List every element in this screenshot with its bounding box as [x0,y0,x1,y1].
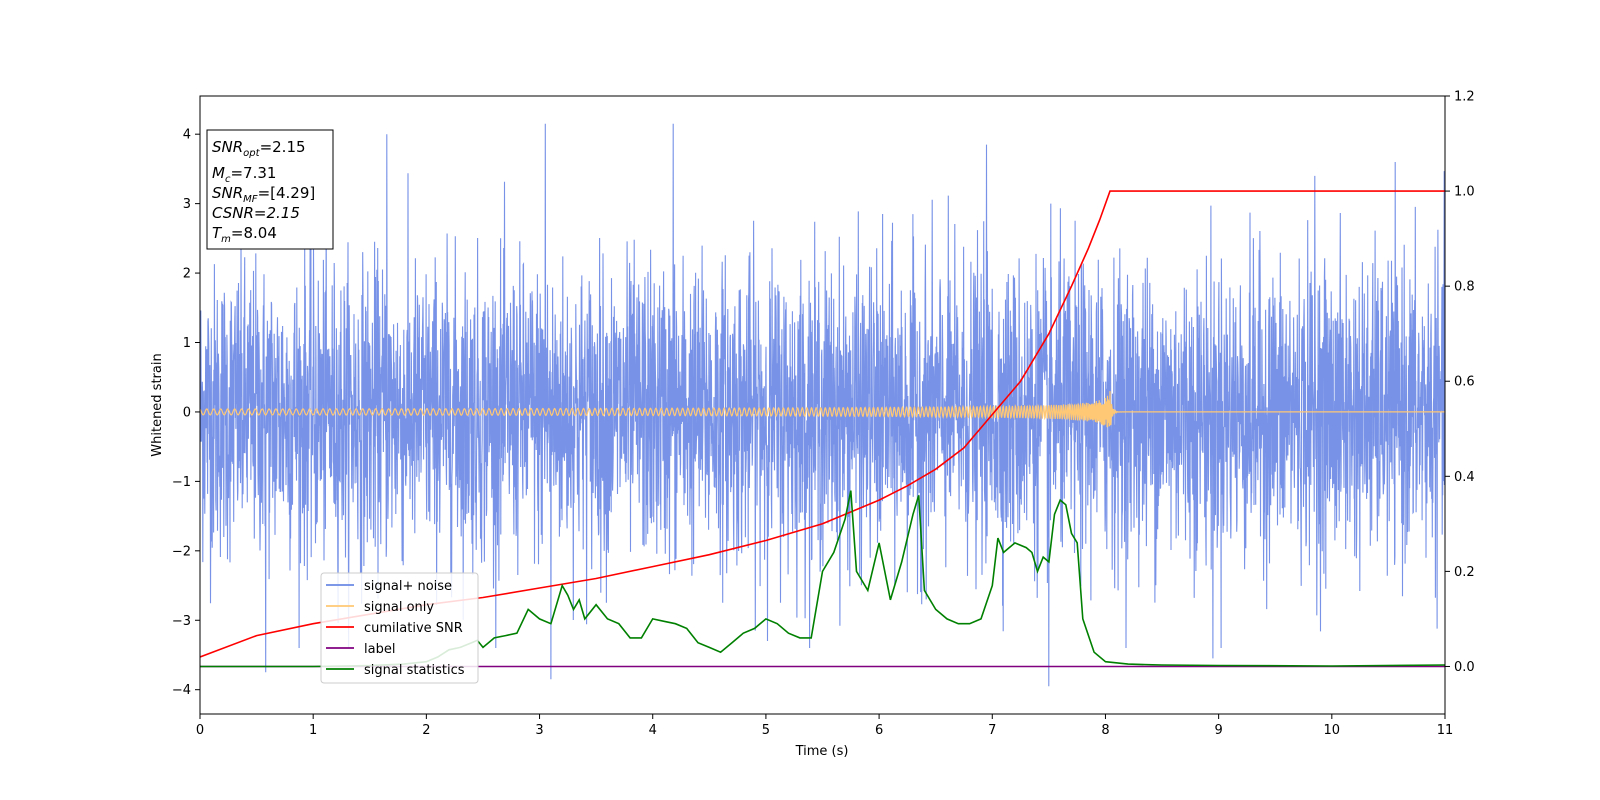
y-tick-label: −2 [172,544,191,559]
legend-item-signal-only: signal only [326,600,434,615]
y2-tick-label: 0.8 [1454,280,1475,295]
plot-frame [199,95,1446,715]
y2-tick-label: 1.2 [1454,90,1475,105]
x-tick-label: 1 [309,723,317,738]
legend-item-signal-statistics: signal statistics [326,663,465,678]
legend-item-cumulative-snr: cumilative SNR [326,621,463,636]
x-tick-label: 6 [875,723,883,738]
y2-tick-label: 1.0 [1454,185,1475,200]
x-tick-label: 5 [762,723,770,738]
annotation-csnr: CSNR=2.15 [212,204,300,222]
y-tick-label: −3 [172,614,191,629]
legend-frame [320,572,479,684]
y-tick-label: −4 [172,683,191,698]
y-tick-label: 2 [183,267,191,282]
annotation-box: SNRopt=2.15 Mc=7.31 SNRMF=[4.29] CSNR=2.… [206,129,334,250]
annotation-tm: Tm=8.04 [212,224,277,245]
y-axis-label: Whitened strain [150,353,165,456]
annotation-snr-opt: SNRopt=2.15 [212,138,306,159]
y-tick-label: −1 [172,475,191,490]
x-tick-label: 4 [649,723,657,738]
y-axis-right: 1.2 1.0 0.8 0.6 0.4 0.2 0.0 [1445,90,1475,675]
y2-tick-label: 0.4 [1454,470,1475,485]
y2-tick-label: 0.2 [1454,565,1475,580]
x-tick-label: 3 [535,723,543,738]
x-tick-label: 2 [422,723,430,738]
x-axis-label: Time (s) [795,744,849,759]
legend-item-signal-noise: signal+ noise [326,579,452,594]
series-signal-noise-line [200,123,1445,687]
y-tick-label: 3 [183,197,191,212]
y2-tick-label: 0.6 [1454,375,1475,390]
legend-label-signal-noise: signal+ noise [364,579,452,594]
x-tick-label: 10 [1324,723,1341,738]
x-tick-label: 9 [1214,723,1222,738]
y2-tick-label: 0.0 [1454,660,1475,675]
series-signal-statistics-line [200,490,1445,668]
x-axis: 0 1 2 3 4 5 6 7 8 9 10 11 [196,714,1453,738]
legend-item-label: label [326,642,395,657]
series-signal-only-line [200,391,1445,428]
x-tick-label: 8 [1101,723,1109,738]
legend-label-label: label [364,642,395,657]
x-tick-label: 7 [988,723,996,738]
y-tick-label: 0 [183,405,191,420]
x-tick-label: 11 [1437,723,1454,738]
y-axis-left: 4 3 2 1 0 −1 −2 −3 −4 [172,128,200,698]
x-tick-label: 0 [196,723,204,738]
annotation-snr-mf: SNRMF=[4.29] [212,184,315,205]
y-tick-label: 1 [183,336,191,351]
legend: signal+ noise signal only cumilative SNR… [320,572,479,684]
annotation-mc: Mc=7.31 [212,164,276,185]
y-tick-label: 4 [183,128,191,143]
legend-label-signal-statistics: signal statistics [364,663,465,678]
legend-label-cumulative-snr: cumilative SNR [364,621,463,636]
legend-label-signal-only: signal only [364,600,434,615]
